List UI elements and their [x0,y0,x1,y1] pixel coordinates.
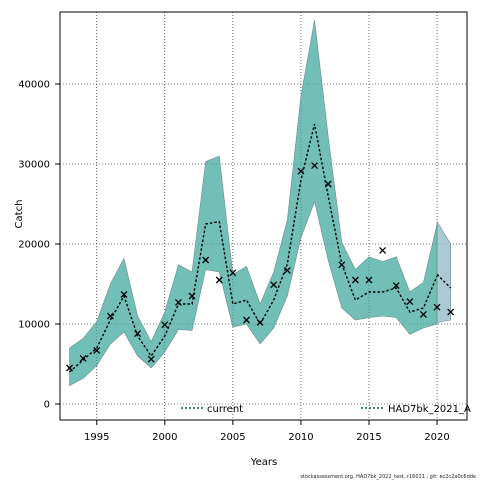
x-tick-label: 2015 [356,432,381,443]
observed-point [433,303,441,311]
observed-point [243,316,250,324]
observed-point [270,281,278,289]
x-tick-label: 2000 [152,432,177,443]
observed-points [66,162,455,372]
observed-point [365,276,373,284]
observed-point [311,162,319,170]
observed-point [134,330,142,338]
observed-point [147,355,155,363]
y-tick-label: 40000 [18,80,50,91]
observed-point [419,310,427,318]
legend: current HAD7bk_2021_A [181,404,471,415]
x-tick-label: 2010 [288,432,313,443]
observed-point [79,354,87,362]
footer-text: stockassessment.org, HAD7bk_2022_test, r… [300,474,476,480]
x-tick-label: 2020 [424,432,449,443]
observed-point [447,308,455,316]
observed-point [392,282,400,290]
observed-point [256,318,264,326]
y-tick-label: 10000 [18,320,50,331]
x-axis-label: Years [250,457,277,468]
x-tick-label: 1995 [84,432,109,443]
band-HAD7bk_2021_A [69,19,438,387]
x-axis-ticks: 1995 2000 2005 2010 2015 2020 [84,420,450,443]
y-axis-label: Catch [14,200,25,229]
observed-point [93,346,101,354]
observed-point [297,167,305,175]
observed-point [66,364,73,372]
y-tick-label: 30000 [18,160,50,171]
y-axis-ticks: 0 10000 20000 30000 40000 [18,80,60,411]
observed-point [120,290,128,298]
observed-point [215,276,223,284]
observed-point [174,298,182,306]
observed-point [161,321,169,329]
observed-point [202,256,210,264]
x-tick-label: 2005 [220,432,245,443]
median-current [436,273,452,289]
median-lines [69,123,452,373]
observed-point [406,298,414,306]
observed-point [106,312,114,320]
confidence-bands [69,19,451,387]
observed-point [351,276,359,284]
y-tick-label: 20000 [18,240,50,251]
legend-current-label: current [207,404,243,415]
observed-point [188,292,196,300]
observed-point [283,266,291,274]
observed-point [324,180,332,188]
observed-point [229,269,237,277]
y-tick-label: 0 [44,400,50,411]
observed-point [338,261,346,269]
observed-point [379,246,387,254]
plot-frame [59,11,468,421]
legend-hist-label: HAD7bk_2021_A [388,404,471,415]
